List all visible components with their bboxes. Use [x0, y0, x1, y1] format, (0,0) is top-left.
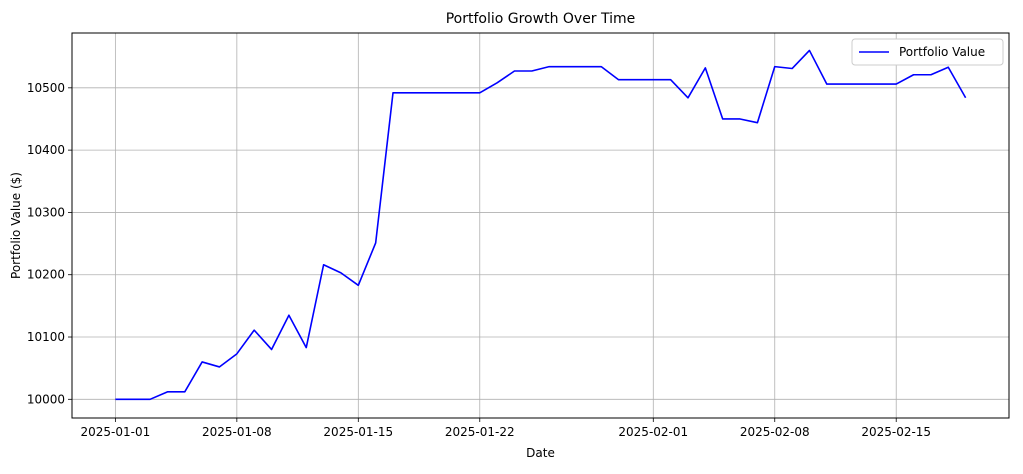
- x-tick-label: 2025-02-15: [861, 425, 931, 439]
- y-tick-label: 10500: [27, 81, 65, 95]
- series-line: [115, 49, 967, 401]
- y-axis-label: Portfolio Value ($): [9, 172, 23, 279]
- x-tick-label: 2025-01-08: [202, 425, 272, 439]
- axis-ticks: 2025-01-01 2025-01-08 2025-01-15 2025-01-22…: [27, 81, 931, 439]
- x-tick-label: 2025-01-22: [445, 425, 515, 439]
- chart-title: Portfolio Growth Over Time: [446, 11, 636, 27]
- y-tick-label: 10000: [27, 392, 65, 406]
- x-tick-label: 2025-02-08: [740, 425, 810, 439]
- y-tick-label: 10200: [27, 268, 65, 282]
- legend: Portfolio Value: [851, 38, 1004, 66]
- x-tick-label: 2025-01-01: [81, 425, 151, 439]
- y-tick-label: 10400: [27, 143, 65, 157]
- y-tick-label: 10100: [27, 330, 65, 344]
- grid-lines: [72, 33, 1009, 418]
- plot-frame: [71, 32, 1010, 419]
- series-layer: [115, 49, 967, 401]
- x-axis-label: Date: [526, 446, 555, 460]
- x-tick-label: 2025-02-01: [618, 425, 688, 439]
- legend-label: Portfolio Value: [899, 45, 985, 59]
- y-tick-label: 10300: [27, 205, 65, 219]
- x-tick-label: 2025-01-15: [323, 425, 393, 439]
- legend-box: [851, 38, 1004, 66]
